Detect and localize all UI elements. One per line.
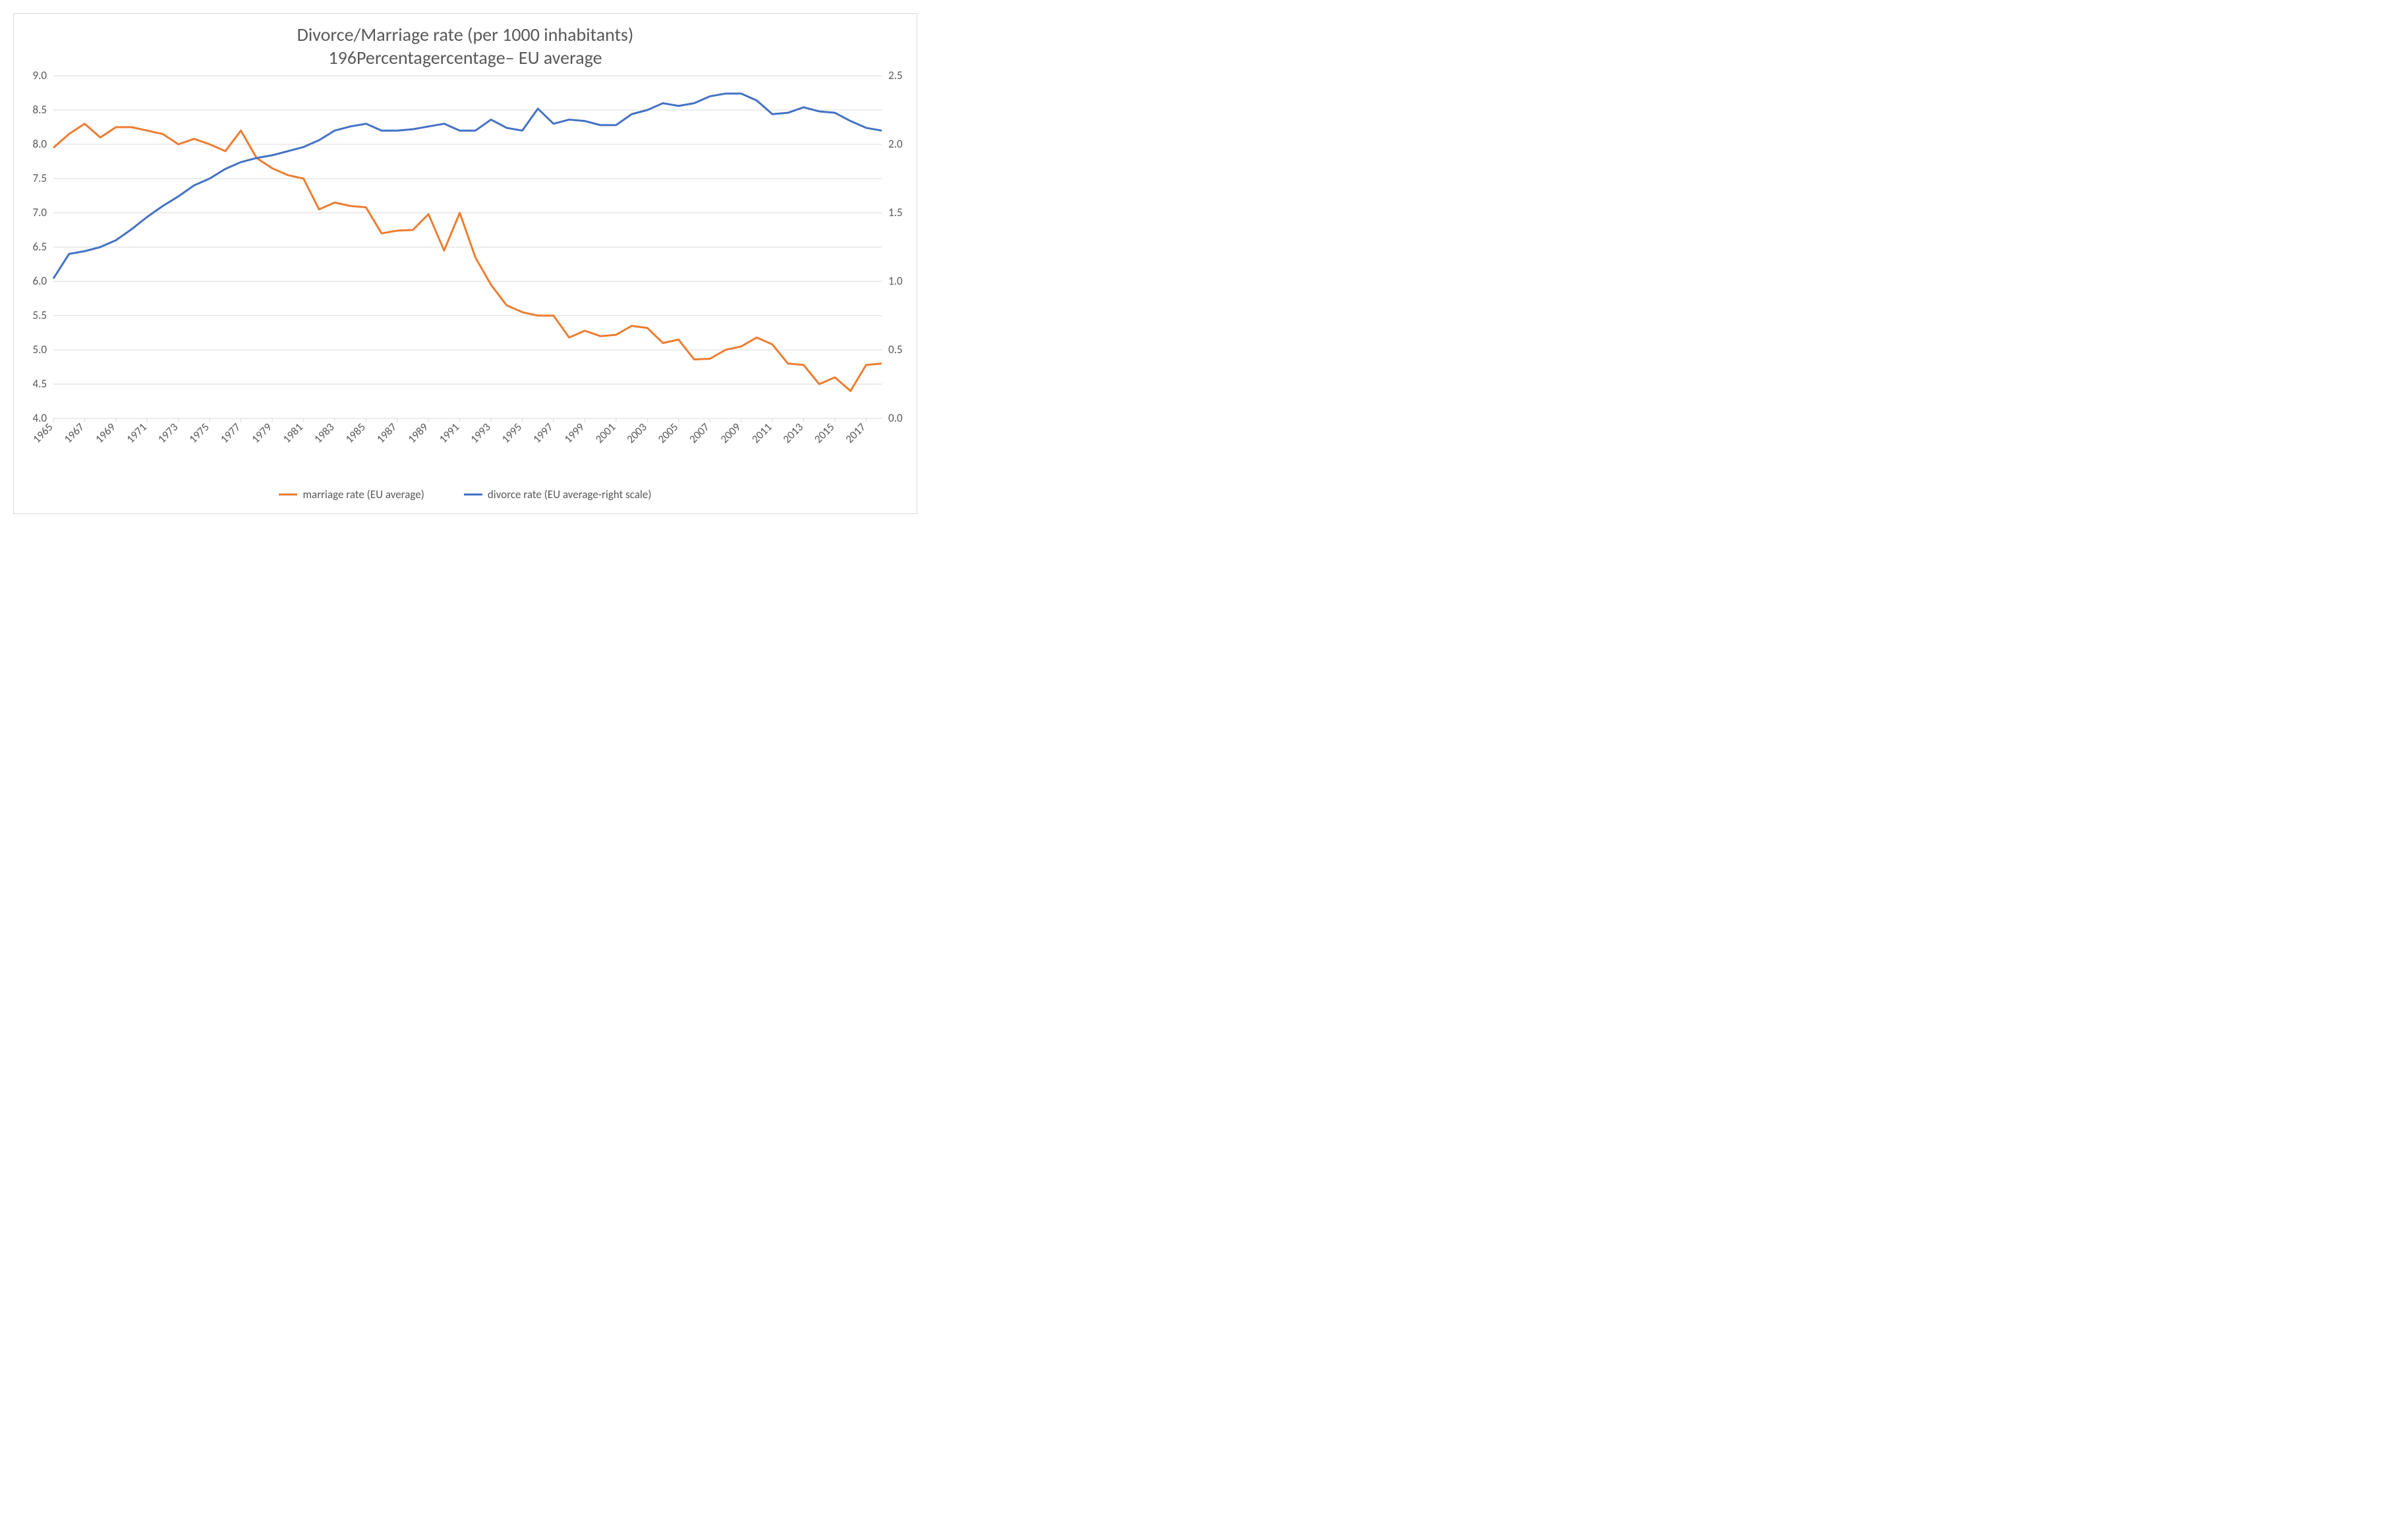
legend-swatch-0 [279, 494, 297, 495]
legend: marriage rate (EU average) divorce rate (… [14, 481, 917, 513]
legend-item-0: marriage rate (EU average) [279, 488, 424, 501]
legend-label-0: marriage rate (EU average) [302, 488, 424, 501]
y-right-tick-label: 2.5 [888, 69, 903, 82]
x-tick-label: 2011 [749, 420, 774, 446]
x-tick-label: 2007 [686, 420, 712, 445]
series-line-1 [53, 94, 882, 279]
chart-title: Divorce/Marriage rate (per 1000 inhabita… [14, 14, 917, 69]
x-tick-label: 1973 [155, 420, 181, 446]
chart-title-line2: 196Percentagercentage– EU average [14, 46, 917, 69]
y-left-tick-label: 6.5 [32, 240, 47, 254]
y-left-tick-label: 8.5 [32, 103, 47, 117]
legend-swatch-1 [464, 494, 482, 495]
x-tick-label: 1989 [405, 420, 431, 445]
chart-container: Divorce/Marriage rate (per 1000 inhabita… [13, 13, 917, 514]
y-right-tick-label: 0.5 [888, 343, 903, 356]
x-tick-label: 1981 [280, 420, 306, 446]
x-tick-label: 1985 [343, 420, 368, 446]
y-left-tick-label: 7.5 [32, 171, 47, 185]
x-tick-label: 1997 [530, 420, 556, 445]
x-tick-label: 1971 [124, 420, 150, 446]
y-left-tick-label: 5.0 [32, 343, 47, 356]
x-tick-label: 1969 [92, 420, 118, 445]
chart-title-line1: Divorce/Marriage rate (per 1000 inhabita… [14, 23, 917, 46]
chart-svg: 4.04.55.05.56.06.57.07.58.08.59.00.00.51… [14, 69, 918, 478]
x-tick-label: 1975 [186, 420, 212, 446]
y-right-tick-label: 0.0 [888, 411, 903, 425]
x-tick-label: 1979 [248, 420, 274, 445]
y-right-tick-label: 1.0 [888, 274, 903, 288]
x-tick-label: 2001 [592, 420, 618, 446]
x-tick-label: 2005 [655, 420, 681, 446]
y-left-tick-label: 9.0 [32, 69, 47, 82]
x-tick-label: 2015 [811, 420, 837, 446]
y-right-tick-label: 2.0 [888, 137, 903, 151]
x-tick-label: 1987 [374, 420, 399, 445]
x-tick-label: 1967 [61, 420, 87, 445]
x-tick-label: 1983 [311, 420, 337, 446]
y-left-tick-label: 5.5 [32, 308, 47, 322]
x-tick-label: 2017 [843, 420, 869, 445]
x-tick-label: 1993 [467, 420, 493, 446]
plot-area: 4.04.55.05.56.06.57.07.58.08.59.00.00.51… [14, 69, 917, 481]
y-left-tick-label: 6.0 [32, 274, 47, 288]
x-tick-label: 2009 [718, 420, 743, 445]
y-right-tick-label: 1.5 [888, 206, 903, 219]
x-tick-label: 1995 [499, 420, 525, 446]
x-tick-label: 2013 [780, 420, 806, 446]
legend-item-1: divorce rate (EU average-right scale) [464, 488, 652, 501]
y-left-tick-label: 7.0 [32, 206, 47, 219]
legend-label-1: divorce rate (EU average-right scale) [488, 488, 652, 501]
series-line-0 [53, 124, 882, 391]
x-tick-label: 1977 [217, 420, 243, 445]
y-left-tick-label: 4.5 [32, 377, 47, 391]
x-tick-label: 1999 [561, 420, 587, 445]
y-left-tick-label: 8.0 [32, 137, 47, 151]
x-tick-label: 1991 [436, 420, 462, 446]
x-tick-label: 2003 [624, 420, 650, 446]
